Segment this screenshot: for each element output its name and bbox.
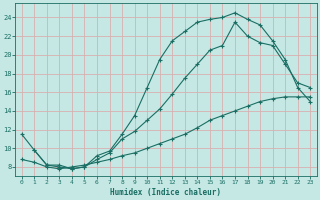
X-axis label: Humidex (Indice chaleur): Humidex (Indice chaleur) bbox=[110, 188, 221, 197]
